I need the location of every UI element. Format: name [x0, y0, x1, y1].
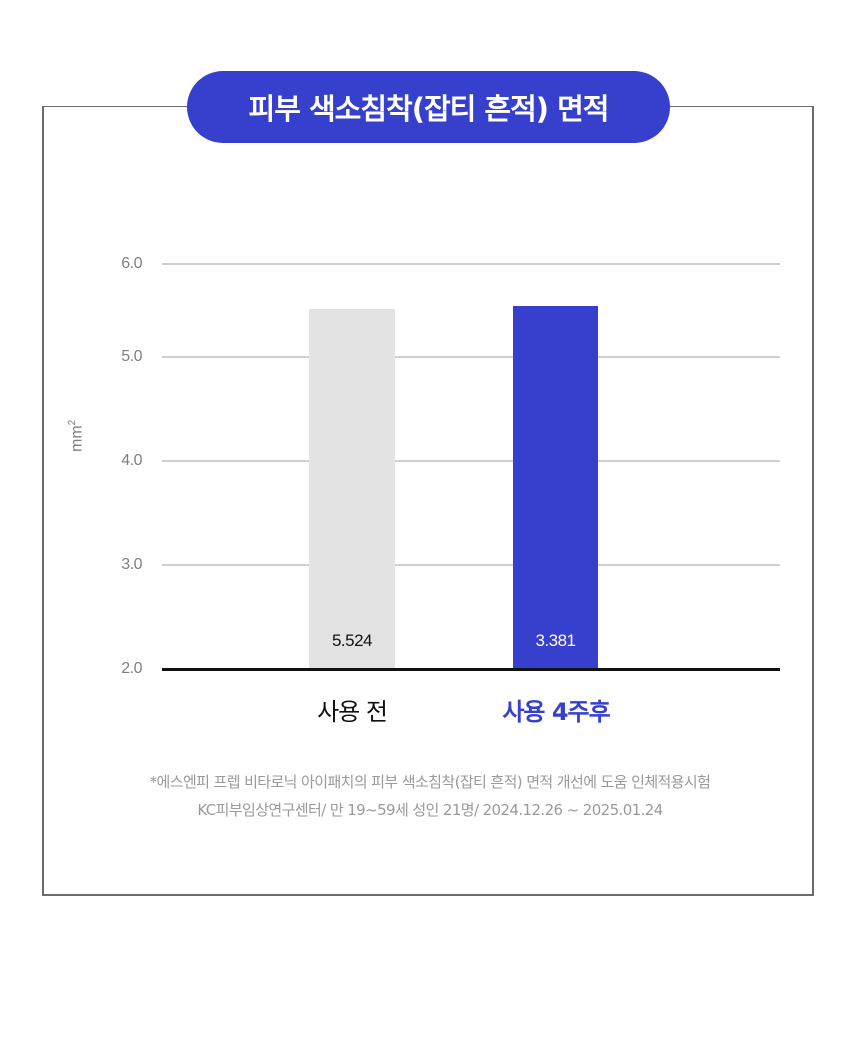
footnote-line-2: KC피부임상연구센터/ 만 19~59세 성인 21명/ 2024.12.26 …: [197, 801, 663, 819]
gridline-4: [162, 460, 780, 462]
bar-after-value: 3.381: [535, 631, 576, 650]
y-tick-6: 6.0: [121, 255, 142, 272]
y-tick-2: 2.0: [121, 660, 142, 677]
y-tick-3: 3.0: [121, 556, 142, 573]
footnote-line-1: *에스엔피 프렙 비타로닉 아이패치의 피부 색소침착(잡티 흔적) 면적 개선…: [149, 773, 711, 791]
x-label-before: 사용 전: [317, 698, 388, 726]
gridline-5: [162, 356, 780, 358]
y-tick-4: 4.0: [121, 452, 142, 469]
chart-title: 피부 색소침착(잡티 흔적) 면적: [248, 92, 610, 126]
bar-before: 5.524: [309, 309, 395, 669]
chart-title-badge: 피부 색소침착(잡티 흔적) 면적: [187, 71, 670, 143]
y-tick-5: 5.0: [121, 348, 142, 365]
bar-before-value: 5.524: [331, 631, 373, 650]
x-label-after: 사용 4주후: [502, 698, 610, 726]
gridline-6: [162, 263, 780, 265]
x-axis-baseline: [162, 668, 780, 671]
y-axis-label: mm2: [67, 419, 86, 452]
gridline-3: [162, 564, 780, 566]
bar-after-4-weeks: 3.381: [513, 306, 598, 669]
